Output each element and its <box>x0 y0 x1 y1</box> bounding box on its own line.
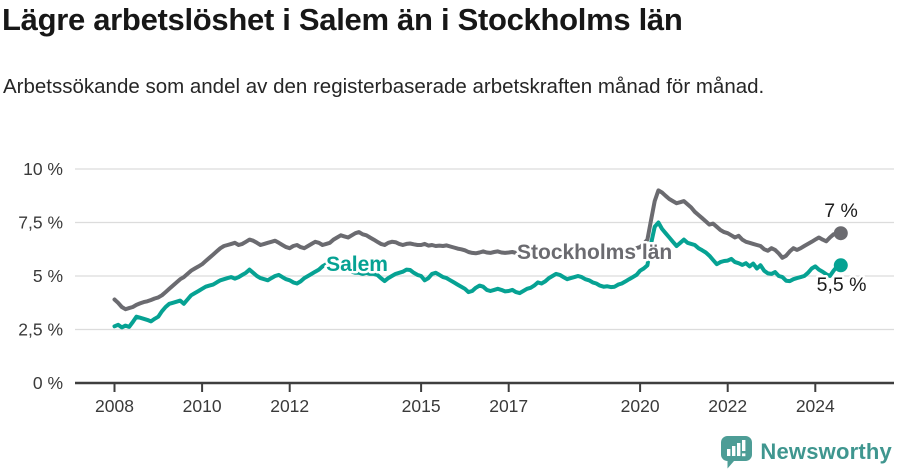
end-value-label-salem: 5,5 % <box>817 274 867 296</box>
y-tick-label: 0 % <box>33 373 63 393</box>
newsworthy-logo-icon <box>721 436 753 469</box>
end-value-label-stockholms-lan: 7 % <box>824 200 858 222</box>
x-tick-label: 2017 <box>489 396 528 416</box>
x-tick-label: 2010 <box>183 396 222 416</box>
y-tick-label: 7,5 % <box>18 213 63 233</box>
brand-name: Newsworthy <box>760 439 892 464</box>
x-tick-label: 2022 <box>708 396 747 416</box>
x-tick-label: 2024 <box>796 396 835 416</box>
series-line-stockholms-lan <box>112 188 843 312</box>
series-label-stockholms-lan: Stockholms län <box>517 241 672 264</box>
series-label-salem: Salem <box>326 253 388 276</box>
end-dot-stockholms-lan <box>833 226 848 241</box>
page-title: Lägre arbetslöshet i Salem än i Stockhol… <box>2 2 683 37</box>
logo-bar-1 <box>727 449 731 456</box>
y-tick-label: 2,5 % <box>18 320 63 340</box>
series-line-salem <box>112 220 843 330</box>
logo-bar-3 <box>737 443 741 456</box>
x-tick-label: 2015 <box>402 396 441 416</box>
x-tick-label: 2012 <box>270 396 309 416</box>
speech-bubble-shape <box>721 436 753 469</box>
y-tick-label: 10 % <box>23 159 63 179</box>
x-tick-label: 2008 <box>95 396 134 416</box>
brand-footer: Newsworthy <box>720 434 892 470</box>
logo-exclamation-dot <box>742 453 746 457</box>
end-dot-salem <box>833 258 848 273</box>
y-tick-label: 5 % <box>33 266 63 286</box>
chart-subtitle: Arbetssökande som andel av den registerb… <box>3 75 765 98</box>
x-tick-label: 2020 <box>621 396 660 416</box>
logo-bar-2 <box>732 446 736 456</box>
logo-exclamation-stem <box>742 440 746 451</box>
line-chart: 2008 2010 2012 2015 2017 2020 2022 2024 0 % 2,5 %… <box>18 159 894 416</box>
